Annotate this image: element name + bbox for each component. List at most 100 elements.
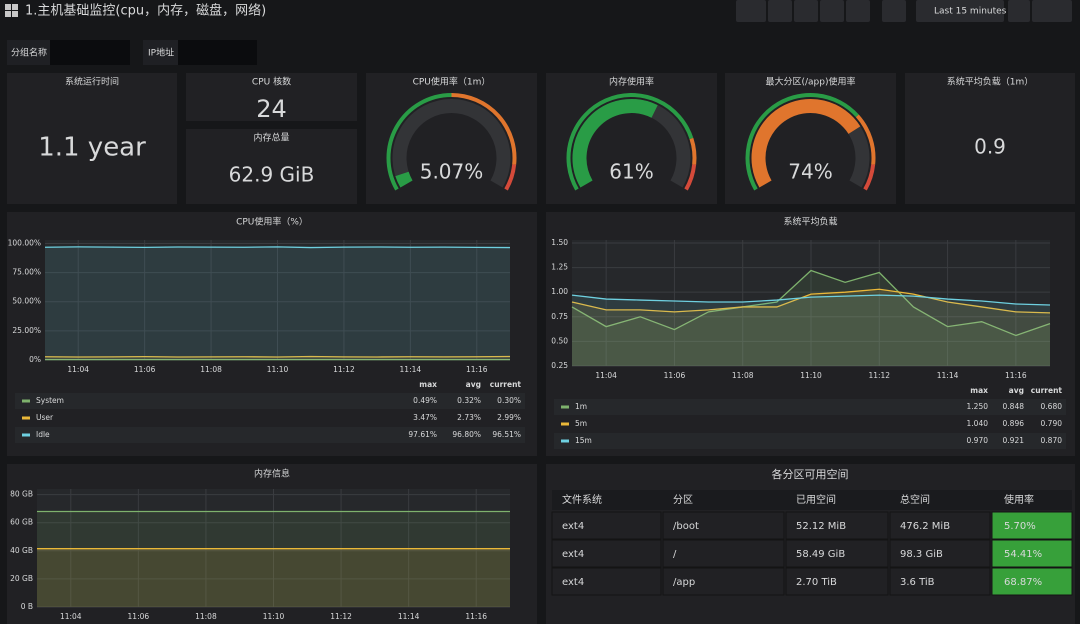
legend-label: 1m [575,402,587,411]
y-tick-label: 0.25 [551,361,568,370]
star-button[interactable] [768,0,792,22]
y-tick-label: 25.00% [12,326,41,335]
x-tick-label: 11:06 [134,365,156,374]
dashboard-title[interactable]: 1.主机基础监控(cpu，内存，磁盘，网络) [25,3,266,19]
share-button[interactable] [794,0,818,22]
time-range[interactable]: Last 15 minutes [934,7,1007,17]
x-tick-label: 11:12 [868,371,890,380]
legend-label: 15m [575,436,592,445]
table-cell-text: /boot [673,521,699,532]
legend-stat: 0.680 [1041,402,1063,411]
panel-title: 各分区可用空间 [772,467,849,481]
view-mode-button[interactable] [882,0,906,22]
y-tick-label: 0.75 [551,312,568,321]
table-cell-text: 58.49 GiB [796,549,845,560]
filter-label: IP地址 [148,47,174,59]
grid-icon [12,11,18,17]
table-cell-text: 98.3 GiB [900,549,943,560]
panel-title: 内存信息 [254,468,290,480]
threshold-band [684,164,697,191]
area-fill [37,548,510,607]
legend-stat: 0.896 [1003,419,1025,428]
legend-stat: 0.970 [967,436,989,445]
panel [186,129,357,204]
panel-title: 系统平均负载 [783,216,837,228]
legend-column-header: max [419,380,437,389]
series-line [44,246,511,249]
grid-icon [5,4,11,10]
time-picker[interactable] [916,0,1004,22]
legend-stat: 1.250 [967,402,989,411]
gauge-value-arc [572,99,658,188]
x-tick-label: 11:10 [263,612,285,621]
table-cell [889,539,991,568]
x-tick-label: 11:16 [1005,371,1027,380]
column-header: 文件系统 [562,493,602,506]
table-cell [785,539,889,568]
legend-row [15,427,525,443]
legend-stat: 3.47% [413,413,437,422]
x-tick-label: 11:08 [200,365,222,374]
save-button[interactable] [820,0,844,22]
settings-button[interactable] [846,0,870,22]
legend-label: 5m [575,419,587,428]
x-tick-label: 11:14 [398,612,420,621]
x-tick-label: 11:06 [664,371,686,380]
refresh-button[interactable] [1032,0,1072,22]
legend-column-header: avg [466,380,481,389]
legend-stat: 0.848 [1003,402,1025,411]
x-tick-label: 11:06 [128,612,150,621]
add-panel-button[interactable] [736,0,766,22]
area-fill [45,246,510,360]
x-tick-label: 11:10 [267,365,289,374]
threshold-band [386,93,452,191]
table-cell-text: 54.41% [1004,549,1042,560]
stat-value: 62.9 GiB [229,163,315,187]
legend-column-header: max [970,386,988,395]
legend-label: User [36,413,54,422]
usage-cell [991,511,1073,540]
stat-value: 24 [256,95,287,123]
threshold-band [863,164,876,191]
panel [186,73,357,121]
legend-row [554,416,1066,432]
legend-swatch [22,399,30,403]
table-cell-text: /app [673,577,695,588]
legend-stat: 0.32% [457,396,481,405]
table-cell-text: ext4 [562,521,584,532]
zoom-button[interactable] [1008,0,1030,22]
x-tick-label: 11:08 [195,612,217,621]
table-cell [889,511,991,540]
legend-swatch [22,416,30,420]
usage-cell [991,539,1073,568]
gauge-track [392,99,511,188]
legend-label: System [36,396,64,405]
area-fill [572,289,1050,366]
column-header: 总空间 [900,493,930,506]
table-cell-text: 2.70 TiB [796,577,837,588]
threshold-band [566,93,694,191]
table-cell-text: 52.12 MiB [796,521,846,532]
gauge-value: 61% [609,160,653,184]
column-header: 使用率 [1004,493,1034,506]
filter-input[interactable] [178,40,257,65]
filter-label: 分组名称 [11,47,47,59]
legend-stat: 0.870 [1041,436,1063,445]
filter-label-box [143,40,178,65]
table-cell-text: 68.87% [1004,577,1042,588]
stat-value: 0.9 [974,135,1006,159]
y-tick-label: 1.00 [551,287,568,296]
y-tick-label: 80 GB [10,490,33,499]
threshold-band [855,114,876,165]
filter-input[interactable] [50,40,130,65]
y-tick-label: 20 GB [10,574,33,583]
usage-cell [991,567,1073,596]
area-fill [37,511,510,607]
gauge-value: 74% [788,160,832,184]
grid-icon [12,4,18,10]
x-tick-label: 11:16 [465,612,487,621]
column-header: 分区 [673,494,693,506]
x-tick-label: 11:12 [330,612,352,621]
